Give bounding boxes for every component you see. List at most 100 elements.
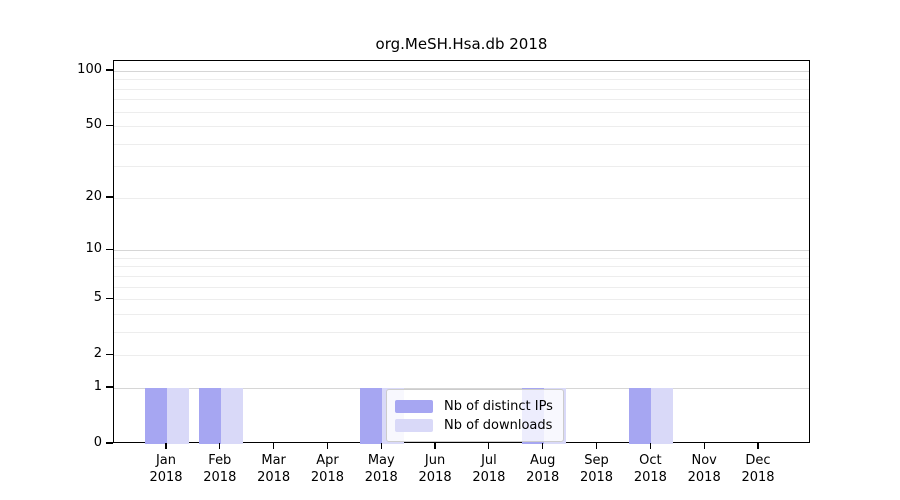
- x-tick-label: Apr 2018: [297, 452, 357, 486]
- gridline: [114, 111, 809, 113]
- x-tick-year: 2018: [364, 470, 398, 485]
- x-tick-mark: [326, 443, 329, 449]
- y-tick-mark: [106, 297, 113, 299]
- y-tick-label: 0: [93, 435, 102, 450]
- x-tick-mark: [488, 443, 490, 449]
- x-tick-mark: [757, 443, 759, 449]
- x-tick-year: 2018: [579, 470, 614, 485]
- x-tick-mark: [703, 443, 705, 449]
- plot-area: Nb of distinct IPs Nb of downloads: [113, 60, 810, 444]
- y-tick-label: 5: [93, 290, 102, 306]
- x-tick-month: Dec: [745, 453, 771, 468]
- legend-swatch-nb-of-downloads: [395, 418, 433, 432]
- x-tick-year: 2018: [526, 470, 560, 485]
- y-tick-mark: [106, 69, 113, 71]
- x-tick-month: May: [367, 453, 395, 468]
- legend-swatch-nb-of-distinct-ips: [395, 399, 433, 413]
- gridline: [114, 387, 809, 389]
- x-tick-label: Nov 2018: [674, 452, 734, 486]
- gridline: [114, 166, 809, 168]
- bar-nb-of-distinct-ips-jan: [145, 387, 167, 444]
- x-tick-month: Aug: [530, 453, 556, 468]
- x-tick-label: Sep 2018: [567, 452, 627, 486]
- x-tick-mark: [219, 443, 221, 449]
- x-tick-month: Jul: [481, 453, 497, 468]
- x-tick-label: Oct 2018: [620, 452, 680, 486]
- y-tick-mark: [106, 442, 113, 444]
- gridline: [114, 197, 809, 199]
- x-tick-label: Mar 2018: [244, 452, 304, 486]
- bar-nb-of-downloads-oct: [651, 387, 674, 444]
- legend-label: Nb of downloads: [444, 417, 553, 433]
- y-tick-label: 50: [85, 117, 102, 133]
- x-tick-month: Feb: [208, 453, 232, 468]
- legend-row: Nb of downloads: [395, 416, 553, 434]
- x-tick-label: Dec 2018: [728, 452, 788, 486]
- gridline: [114, 99, 809, 101]
- x-tick-year: 2018: [257, 470, 291, 485]
- y-tick-label: 20: [85, 188, 102, 204]
- x-tick-mark: [273, 443, 275, 449]
- x-tick-label: Jun 2018: [405, 452, 465, 486]
- x-tick-month: Nov: [691, 453, 717, 468]
- x-tick-year: 2018: [687, 470, 721, 485]
- x-tick-month: Jun: [424, 453, 446, 468]
- x-tick-year: 2018: [149, 470, 183, 485]
- x-tick-mark: [434, 443, 436, 449]
- bar-nb-of-distinct-ips-oct: [629, 387, 652, 444]
- x-tick-mark: [595, 443, 598, 449]
- x-tick-mark: [649, 443, 651, 449]
- y-tick-mark: [106, 124, 113, 126]
- gridline: [114, 355, 809, 357]
- bar-nb-of-distinct-ips-feb: [198, 387, 221, 444]
- gridline: [114, 79, 809, 81]
- chart-title: org.MeSH.Hsa.db 2018: [375, 35, 548, 53]
- x-tick-label: Jul 2018: [459, 452, 519, 486]
- legend-label: Nb of distinct IPs: [444, 398, 553, 414]
- x-tick-mark: [542, 443, 544, 449]
- y-tick-label: 100: [77, 62, 102, 77]
- x-tick-year: 2018: [741, 470, 775, 485]
- x-tick-label: Feb 2018: [190, 452, 250, 486]
- gridline: [114, 257, 809, 259]
- x-tick-month: Jan: [155, 453, 177, 468]
- gridline: [114, 299, 809, 301]
- y-tick-label: 1: [93, 378, 102, 394]
- x-tick-mark: [165, 443, 167, 449]
- legend: Nb of distinct IPs Nb of downloads: [386, 389, 564, 442]
- gridline: [114, 275, 809, 277]
- gridline: [114, 250, 809, 252]
- x-tick-label: May 2018: [351, 452, 411, 486]
- x-tick-label: Aug 2018: [513, 452, 573, 486]
- x-tick-month: Oct: [639, 453, 662, 468]
- gridline: [114, 313, 809, 315]
- legend-row: Nb of distinct IPs: [395, 397, 553, 415]
- gridline: [114, 88, 809, 90]
- x-tick-label: Jan 2018: [136, 452, 196, 486]
- x-tick-year: 2018: [418, 470, 452, 485]
- x-tick-year: 2018: [633, 470, 667, 485]
- bar-nb-of-downloads-jan: [167, 387, 189, 444]
- x-tick-mark: [380, 443, 382, 449]
- y-tick-mark: [106, 386, 113, 388]
- y-tick-mark: [106, 248, 113, 250]
- bar-nb-of-distinct-ips-may: [360, 387, 383, 444]
- y-tick-mark: [106, 353, 113, 355]
- y-tick-label: 10: [85, 241, 102, 257]
- x-tick-month: Sep: [584, 453, 609, 468]
- y-tick-mark: [106, 196, 113, 198]
- gridline: [114, 143, 809, 145]
- gridline: [114, 331, 809, 333]
- gridline: [114, 266, 809, 268]
- gridline: [114, 126, 809, 128]
- x-tick-month: Mar: [261, 453, 286, 468]
- bar-nb-of-downloads-feb: [220, 387, 243, 444]
- x-tick-year: 2018: [203, 470, 237, 485]
- x-tick-year: 2018: [472, 470, 506, 485]
- y-tick-label: 2: [93, 346, 102, 362]
- gridline: [114, 286, 809, 288]
- gridline: [114, 71, 809, 72]
- x-tick-year: 2018: [310, 470, 344, 485]
- x-tick-month: Apr: [316, 453, 339, 468]
